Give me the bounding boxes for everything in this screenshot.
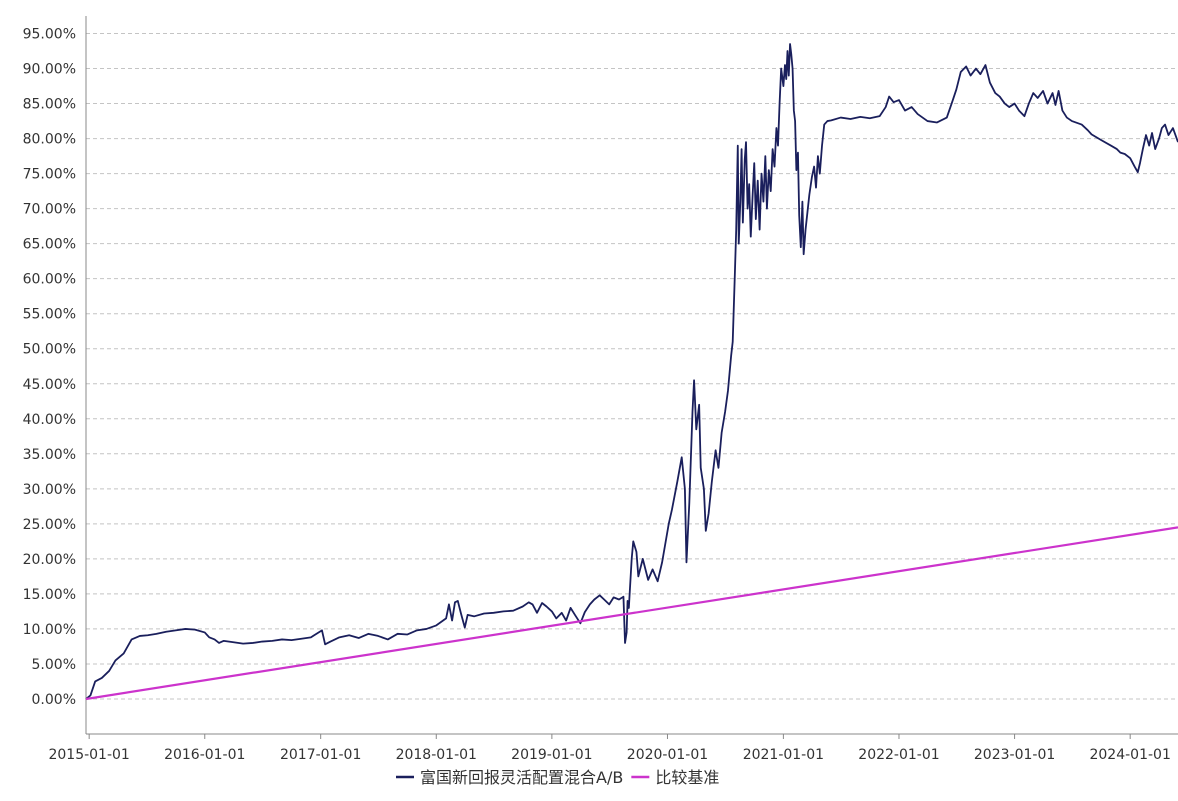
y-tick-label: 10.00% bbox=[23, 622, 76, 638]
series-line-1 bbox=[85, 43, 1178, 700]
y-tick-label: 5.00% bbox=[32, 657, 76, 673]
x-tick-label: 2022-01-01 bbox=[858, 747, 939, 763]
legend-label-1: 富国新回报灵活配置混合A/B bbox=[420, 768, 623, 787]
y-tick-label: 60.00% bbox=[23, 272, 76, 288]
y-tick-label: 80.00% bbox=[23, 132, 76, 148]
x-tick-label: 2023-01-01 bbox=[974, 747, 1055, 763]
y-axis-tick-labels: 0.00% 5.00% 10.00% 15.00% 20.00% 25.00% 30.00%… bbox=[23, 27, 76, 708]
y-tick-label: 65.00% bbox=[23, 237, 76, 253]
series-lines bbox=[85, 43, 1178, 701]
y-tick-label: 55.00% bbox=[23, 307, 76, 323]
y-tick-label: 90.00% bbox=[23, 62, 76, 78]
y-tick-label: 75.00% bbox=[23, 167, 76, 183]
y-tick-label: 50.00% bbox=[23, 342, 76, 358]
y-tick-label: 30.00% bbox=[23, 482, 76, 498]
y-tick-label: 85.00% bbox=[23, 97, 76, 113]
y-tick-label: 45.00% bbox=[23, 377, 76, 393]
axes bbox=[85, 16, 1178, 739]
x-tick-label: 2024-01-01 bbox=[1089, 747, 1170, 763]
x-tick-label: 2019-01-01 bbox=[511, 747, 592, 763]
legend: 富国新回报灵活配置混合A/B 比较基准 bbox=[396, 768, 719, 787]
x-axis-tick-labels: 2015-01-01 2016-01-01 2017-01-01 2018-01-01… bbox=[48, 747, 1170, 763]
x-tick-label: 2020-01-01 bbox=[627, 747, 708, 763]
x-tick-label: 2015-01-01 bbox=[48, 747, 129, 763]
y-tick-label: 70.00% bbox=[23, 202, 76, 218]
x-tick-label: 2021-01-01 bbox=[743, 747, 824, 763]
y-tick-label: 40.00% bbox=[23, 412, 76, 428]
x-tick-label: 2017-01-01 bbox=[280, 747, 361, 763]
y-tick-label: 0.00% bbox=[32, 692, 76, 708]
y-tick-label: 20.00% bbox=[23, 552, 76, 568]
y-tick-label: 25.00% bbox=[23, 517, 76, 533]
y-tick-label: 35.00% bbox=[23, 447, 76, 463]
x-tick-label: 2016-01-01 bbox=[164, 747, 245, 763]
y-tick-label: 95.00% bbox=[23, 27, 76, 43]
y-tick-label: 15.00% bbox=[23, 587, 76, 603]
legend-label-2: 比较基准 bbox=[655, 768, 719, 787]
series-line-2 bbox=[85, 526, 1178, 701]
x-tick-label: 2018-01-01 bbox=[396, 747, 477, 763]
grid-lines bbox=[86, 33, 1178, 700]
